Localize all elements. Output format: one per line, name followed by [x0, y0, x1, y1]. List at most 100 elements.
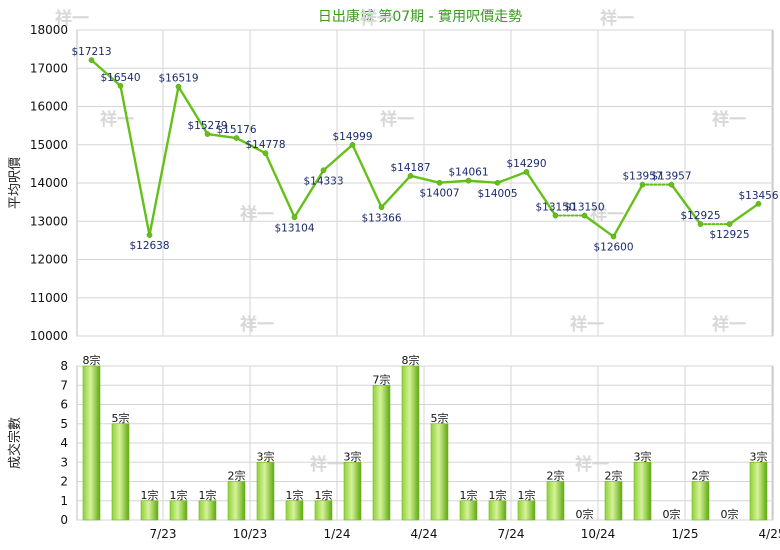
x-tick-label: 7/23 [150, 527, 177, 541]
line-series [88, 57, 762, 240]
line-point [668, 181, 675, 188]
bottom-y-tick-label: 6 [60, 398, 68, 412]
line-point [552, 212, 559, 219]
x-tick-label: 1/24 [324, 527, 351, 541]
bar [314, 500, 333, 521]
line-point [117, 82, 124, 89]
line-data-label: $14999 [332, 131, 372, 143]
bar [198, 500, 217, 521]
bottom-y-tick-label: 7 [60, 378, 68, 392]
line-point [581, 212, 588, 219]
bar [169, 500, 188, 521]
bar-data-label: 2宗 [692, 469, 710, 483]
bar [343, 461, 362, 521]
line-point [88, 57, 95, 63]
bar-data-label: 1宗 [170, 488, 188, 502]
line-point [494, 179, 501, 186]
line-data-label: $12600 [593, 242, 633, 254]
bar-data-label: 3宗 [344, 449, 362, 463]
top-grid: 10000 11000 12000 13000 14000 15000 16000 17000… [30, 23, 774, 343]
bottom-y-tick-label: 1 [60, 494, 68, 508]
bar-data-label: 0宗 [721, 507, 739, 521]
bottom-y-tick-label: 2 [60, 475, 68, 489]
line-point [726, 221, 733, 227]
line-segment [670, 183, 702, 226]
line-point [697, 221, 704, 227]
line-data-label: $17213 [71, 46, 111, 58]
bar [140, 500, 159, 521]
bar-data-label: 3宗 [750, 449, 768, 463]
line-point [291, 214, 298, 221]
line-data-label: $13456 [738, 190, 778, 202]
data-labels: $17213 $16540 $12638 $16519 $15279$15176 $147… [71, 46, 778, 253]
line-segment [612, 183, 644, 238]
line-data-label: $13150 [564, 202, 604, 214]
bar [372, 384, 391, 521]
line-data-label: $13104 [274, 222, 314, 234]
line-segment [293, 169, 325, 219]
watermark-text: 祥一 [380, 109, 414, 130]
line-point [320, 167, 327, 174]
top-y-tick-label: 14000 [30, 176, 68, 190]
line-segment [90, 58, 122, 88]
bar [82, 365, 101, 521]
x-tick-label: 1/25 [672, 527, 699, 541]
line-segment [583, 214, 615, 238]
line-data-label: $14061 [448, 167, 488, 179]
line-data-label: $13957 [651, 171, 691, 183]
watermark-text: 祥一 [712, 109, 746, 130]
line-segment [148, 85, 180, 237]
bottom-grid: 0 1 2 3 4 5 6 7 8 7/23 10/23 1/24 4/24 7/24 10/24 1/25 4… [60, 359, 780, 541]
top-y-tick-label: 17000 [30, 61, 68, 75]
bar-data-label: 1宗 [489, 488, 507, 502]
line-data-label: $12925 [709, 229, 749, 241]
x-tick-label: 4/24 [411, 527, 438, 541]
bar-data-label: 1宗 [199, 488, 217, 502]
line-point [378, 204, 385, 211]
line-segment [438, 179, 470, 184]
line-point [146, 232, 153, 238]
top-y-axis-label: 平均呎價 [8, 157, 23, 209]
bar [227, 481, 246, 521]
top-y-tick-label: 13000 [30, 214, 68, 228]
watermark-text: 祥一 [712, 314, 746, 335]
bars: 8宗 5宗 1宗 1宗 1宗 2宗 3宗 1宗 1宗 3宗 7宗 8宗 5宗 1宗 1宗 1宗 2宗 0宗 2宗 3宗… [83, 353, 768, 521]
line-data-label: $13366 [361, 212, 401, 224]
line-segment [351, 143, 383, 209]
watermark-text: 祥一 [240, 204, 274, 225]
watermark-text: 祥一 [240, 314, 274, 335]
bar [401, 365, 420, 521]
watermark-text: 祥一 [310, 454, 344, 475]
bar [604, 481, 623, 521]
line-point [349, 141, 356, 148]
top-y-tick-label: 12000 [30, 253, 68, 267]
line-point [610, 233, 617, 240]
line-data-label: $13957 [622, 171, 662, 183]
bottom-y-axis-label: 成交宗數 [7, 417, 23, 469]
line-data-label: $14778 [245, 139, 285, 151]
bar [111, 423, 130, 521]
bottom-y-tick-label: 8 [60, 359, 68, 373]
line-point [755, 200, 762, 207]
watermark-text: 祥一 [600, 8, 634, 29]
bar [517, 500, 536, 521]
line-data-label: $14005 [477, 188, 517, 200]
x-tick-label: 7/24 [498, 527, 525, 541]
line-segment [409, 174, 441, 184]
line-segment [496, 170, 528, 185]
line-segment [177, 85, 209, 136]
x-tick-label: 10/24 [581, 527, 616, 541]
line-point [204, 131, 211, 137]
chart-title: 日出康城 第07期 - 實用呎價走勢 [318, 8, 522, 25]
bottom-y-tick-label: 4 [60, 436, 68, 450]
line-point [175, 83, 182, 90]
line-segment [235, 136, 267, 155]
bar-data-label: 1宗 [460, 488, 478, 502]
line-data-label: $14333 [303, 175, 343, 187]
bar [691, 481, 710, 521]
line-data-label: $15279 [187, 120, 227, 132]
line-point [639, 181, 646, 188]
watermark-text: 祥一 [575, 454, 609, 475]
